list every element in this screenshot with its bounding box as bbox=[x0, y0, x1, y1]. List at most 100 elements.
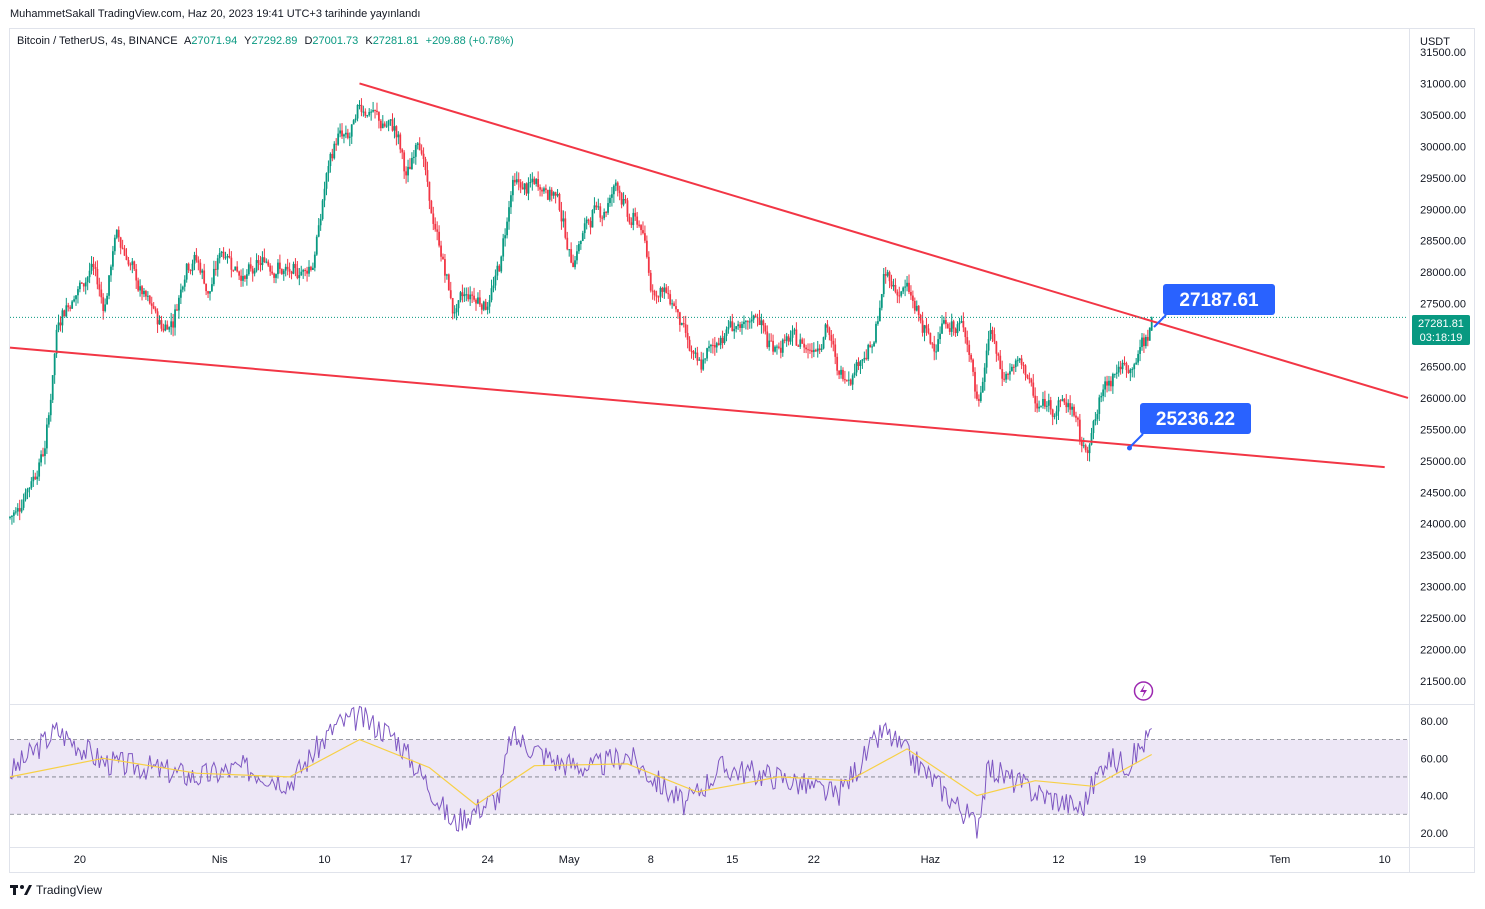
candle-body bbox=[787, 336, 790, 342]
candle-body bbox=[20, 507, 23, 512]
candle-body bbox=[467, 294, 470, 300]
candle-body bbox=[791, 330, 794, 338]
candle-body bbox=[26, 489, 29, 493]
candle-body bbox=[288, 268, 291, 272]
candle-body bbox=[205, 283, 208, 292]
candle-body bbox=[354, 118, 357, 121]
candle-body bbox=[1075, 415, 1077, 418]
candle-body bbox=[358, 104, 361, 106]
candle-body bbox=[799, 339, 802, 347]
price-tick-label: 24000.00 bbox=[1420, 519, 1466, 531]
candle-body bbox=[851, 375, 854, 385]
candle-body bbox=[490, 288, 493, 301]
candle-body bbox=[278, 262, 281, 269]
candle-body bbox=[393, 126, 396, 131]
candle-body bbox=[1057, 400, 1060, 412]
candle-body bbox=[28, 487, 31, 490]
candle-body bbox=[607, 203, 609, 213]
candle-body bbox=[803, 343, 806, 348]
candle-body bbox=[226, 256, 229, 258]
candle-body bbox=[863, 357, 866, 360]
candle-body bbox=[135, 269, 138, 281]
candle-body bbox=[925, 325, 928, 329]
candle-body bbox=[245, 274, 248, 279]
price-tick-label: 22500.00 bbox=[1420, 613, 1466, 625]
candle-body bbox=[59, 322, 62, 326]
candle-body bbox=[55, 329, 58, 354]
candle-body bbox=[271, 271, 274, 274]
candle-body bbox=[447, 274, 450, 291]
candle-body bbox=[1078, 419, 1081, 441]
candle-body bbox=[937, 339, 940, 352]
candle-body bbox=[45, 424, 48, 449]
candle-body bbox=[469, 294, 472, 300]
candle-body bbox=[38, 462, 41, 477]
candle-body bbox=[1104, 381, 1106, 390]
candle-body bbox=[73, 299, 75, 302]
open-label: A bbox=[184, 35, 192, 47]
candle-body bbox=[913, 300, 916, 311]
candle-body bbox=[682, 323, 685, 325]
candle-body bbox=[1045, 405, 1048, 407]
price-tick-label: 26000.00 bbox=[1420, 393, 1466, 405]
candle-body bbox=[612, 185, 615, 195]
lower-price-label[interactable]: 25236.22 bbox=[1127, 403, 1251, 451]
candle-body bbox=[335, 143, 338, 145]
candle-body bbox=[638, 224, 640, 226]
candle-body bbox=[838, 370, 840, 375]
candle-body bbox=[181, 286, 184, 290]
candle-body bbox=[529, 182, 532, 184]
candle-body bbox=[710, 344, 712, 347]
candle-body bbox=[71, 301, 74, 309]
symbol-name[interactable]: Bitcoin / TetherUS, 4s, BINANCE bbox=[17, 35, 178, 47]
candle-body bbox=[282, 270, 285, 274]
candle-body bbox=[902, 287, 905, 292]
low-label: D bbox=[304, 35, 313, 47]
time-tick-label: May bbox=[559, 854, 580, 866]
candle-body bbox=[1150, 317, 1153, 331]
candle-body bbox=[795, 329, 798, 346]
candle-body bbox=[430, 200, 433, 214]
candle-body bbox=[370, 111, 373, 113]
candle-body bbox=[451, 298, 454, 314]
candle-body bbox=[1065, 402, 1068, 408]
price-tick-label: 28000.00 bbox=[1420, 267, 1466, 279]
candle-body bbox=[1100, 396, 1103, 398]
candle-body bbox=[801, 339, 804, 344]
candle-body bbox=[366, 115, 369, 117]
candle-body bbox=[80, 282, 83, 284]
candle-body bbox=[539, 187, 541, 190]
candle-body bbox=[16, 508, 19, 512]
candle-body bbox=[230, 257, 233, 270]
candle-body bbox=[300, 271, 303, 276]
candle-body bbox=[626, 200, 629, 217]
lightning-icon[interactable] bbox=[1133, 681, 1154, 701]
candle-body bbox=[376, 110, 378, 113]
candle-body bbox=[251, 268, 254, 274]
candle-body bbox=[339, 130, 341, 134]
candle-body bbox=[995, 341, 998, 354]
candle-body bbox=[302, 269, 305, 272]
price-tick-label: 23000.00 bbox=[1420, 582, 1466, 594]
upper-price-label[interactable]: 27187.61 bbox=[1153, 284, 1275, 328]
candle-body bbox=[968, 344, 971, 355]
candle-body bbox=[655, 295, 658, 297]
tradingview-brand[interactable]: TradingView bbox=[10, 883, 102, 897]
candle-body bbox=[273, 273, 275, 278]
candle-body bbox=[362, 111, 365, 113]
candle-body bbox=[1059, 400, 1062, 402]
candle-body bbox=[214, 268, 217, 270]
candle-body bbox=[212, 268, 215, 285]
candle-body bbox=[67, 305, 70, 308]
candle-body bbox=[842, 369, 844, 380]
candle-body bbox=[236, 266, 239, 272]
candle-body bbox=[434, 223, 437, 230]
candle-body bbox=[830, 335, 833, 341]
high-number: 27292.89 bbox=[251, 35, 298, 47]
candle-body bbox=[698, 359, 701, 361]
candle-body bbox=[117, 229, 120, 238]
candle-body bbox=[644, 233, 646, 241]
candle-body bbox=[329, 153, 332, 167]
candle-body bbox=[1005, 373, 1007, 380]
